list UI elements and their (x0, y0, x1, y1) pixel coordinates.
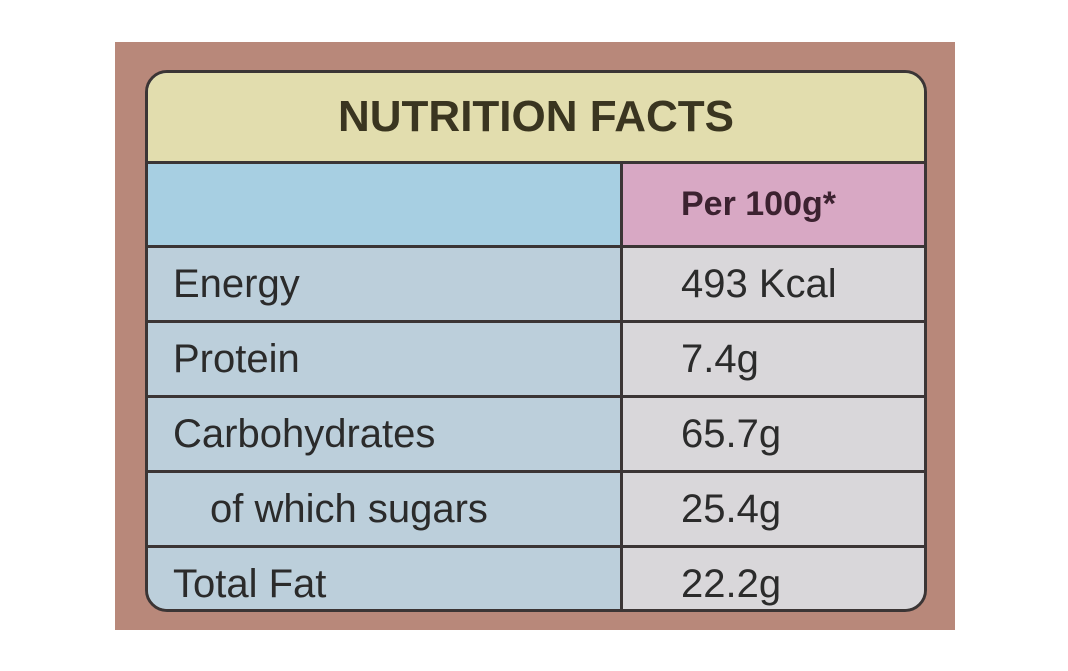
table-row: of which sugars 25.4g (148, 473, 924, 548)
nutrient-value: 22.2g (623, 548, 924, 609)
nutrient-value: 25.4g (623, 473, 924, 545)
nutrient-name: of which sugars (148, 473, 623, 545)
header-value: Per 100g* (623, 164, 924, 245)
nutrient-value: 7.4g (623, 323, 924, 395)
nutrient-name: Energy (148, 248, 623, 320)
table-row: Carbohydrates 65.7g (148, 398, 924, 473)
label-frame: NUTRITION FACTS Per 100g* Energy 493 Kcal… (115, 42, 955, 630)
header-row: Per 100g* (148, 164, 924, 248)
nutrient-value: 493 Kcal (623, 248, 924, 320)
nutrition-panel: NUTRITION FACTS Per 100g* Energy 493 Kcal… (145, 70, 927, 612)
table-row: Protein 7.4g (148, 323, 924, 398)
table-row: Total Fat 22.2g (148, 548, 924, 609)
nutrient-name: Total Fat (148, 548, 623, 609)
header-label (148, 164, 623, 245)
title: NUTRITION FACTS (148, 73, 924, 164)
nutrient-name: Protein (148, 323, 623, 395)
table-row: Energy 493 Kcal (148, 248, 924, 323)
table-body: Energy 493 Kcal Protein 7.4g Carbohydrates 65… (148, 248, 924, 609)
nutrient-name: Carbohydrates (148, 398, 623, 470)
nutrient-value: 65.7g (623, 398, 924, 470)
